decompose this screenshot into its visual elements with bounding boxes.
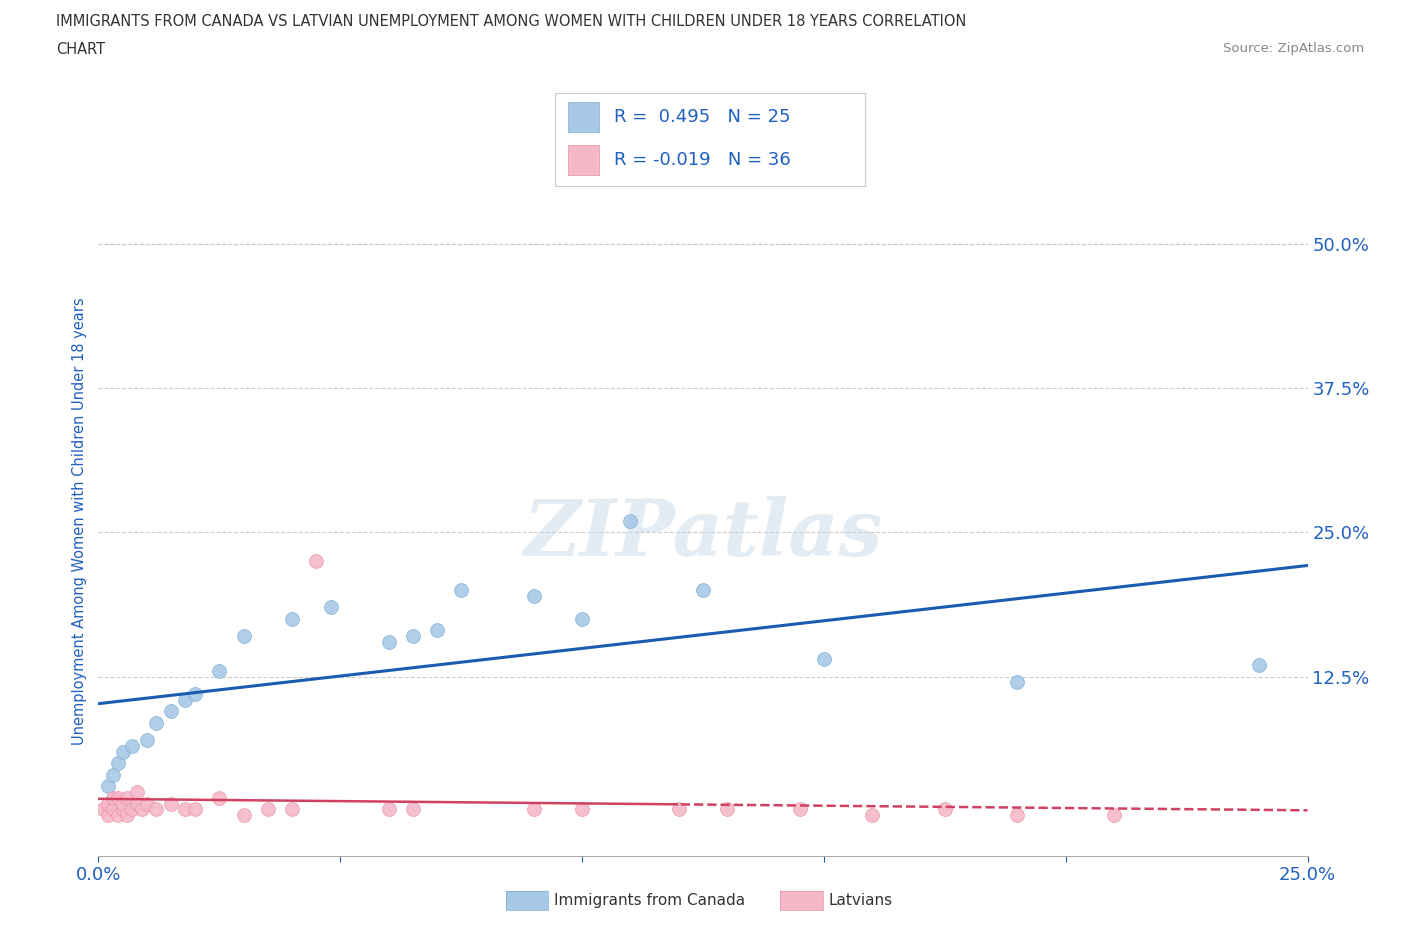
Text: Source: ZipAtlas.com: Source: ZipAtlas.com (1223, 42, 1364, 55)
Point (716, 802, 738, 817)
Point (107, 756, 129, 771)
Point (135, 796, 157, 811)
Point (174, 692, 197, 707)
Point (117, 790, 139, 805)
Point (121, 738, 143, 753)
Point (184, 802, 207, 817)
Point (117, 808, 139, 823)
Point (1102, 808, 1125, 823)
Point (160, 704, 183, 719)
Point (97, 779, 120, 794)
Point (305, 553, 328, 568)
Text: Immigrants from Canada: Immigrants from Canada (554, 893, 745, 908)
Point (860, 808, 883, 823)
Point (107, 808, 129, 823)
Point (571, 802, 593, 817)
Point (127, 796, 149, 811)
Point (789, 802, 811, 817)
Text: R =  0.495   N = 25: R = 0.495 N = 25 (614, 108, 790, 126)
Point (256, 802, 278, 817)
Point (208, 790, 231, 805)
Point (319, 600, 342, 615)
Point (107, 790, 129, 805)
Point (571, 612, 593, 627)
Point (174, 802, 197, 817)
Point (145, 715, 167, 730)
Point (523, 802, 546, 817)
Point (668, 802, 690, 817)
Point (377, 802, 399, 817)
Point (208, 663, 231, 678)
Point (377, 634, 399, 649)
Text: Latvians: Latvians (828, 893, 893, 908)
Point (232, 629, 254, 644)
Y-axis label: Unemployment Among Women with Children Under 18 years: Unemployment Among Women with Children U… (72, 297, 87, 745)
Point (111, 802, 134, 817)
Point (619, 513, 641, 528)
Point (135, 733, 157, 748)
Point (127, 785, 149, 800)
Point (111, 744, 134, 759)
Point (121, 802, 143, 817)
Point (281, 612, 304, 627)
Point (145, 802, 167, 817)
Point (1007, 675, 1029, 690)
Point (1249, 658, 1271, 672)
Point (97, 796, 120, 811)
Point (131, 802, 153, 817)
Point (101, 790, 124, 805)
Point (281, 802, 304, 817)
Text: IMMIGRANTS FROM CANADA VS LATVIAN UNEMPLOYMENT AMONG WOMEN WITH CHILDREN UNDER 1: IMMIGRANTS FROM CANADA VS LATVIAN UNEMPL… (56, 14, 966, 29)
Point (97, 808, 120, 823)
Point (692, 582, 714, 597)
Point (91, 802, 114, 817)
Point (1007, 808, 1029, 823)
Point (101, 767, 124, 782)
Point (184, 686, 207, 701)
Point (402, 802, 425, 817)
Point (450, 582, 472, 597)
Text: ZIPatlas: ZIPatlas (523, 496, 883, 573)
Point (402, 629, 425, 644)
Point (232, 808, 254, 823)
Point (813, 652, 835, 667)
Text: R = -0.019   N = 36: R = -0.019 N = 36 (614, 151, 792, 169)
Point (426, 623, 449, 638)
Point (523, 589, 546, 604)
Point (101, 802, 124, 817)
Point (934, 802, 956, 817)
Bar (568, 145, 599, 175)
Point (111, 796, 134, 811)
Point (160, 796, 183, 811)
Text: CHART: CHART (56, 42, 105, 57)
Bar (568, 102, 599, 132)
